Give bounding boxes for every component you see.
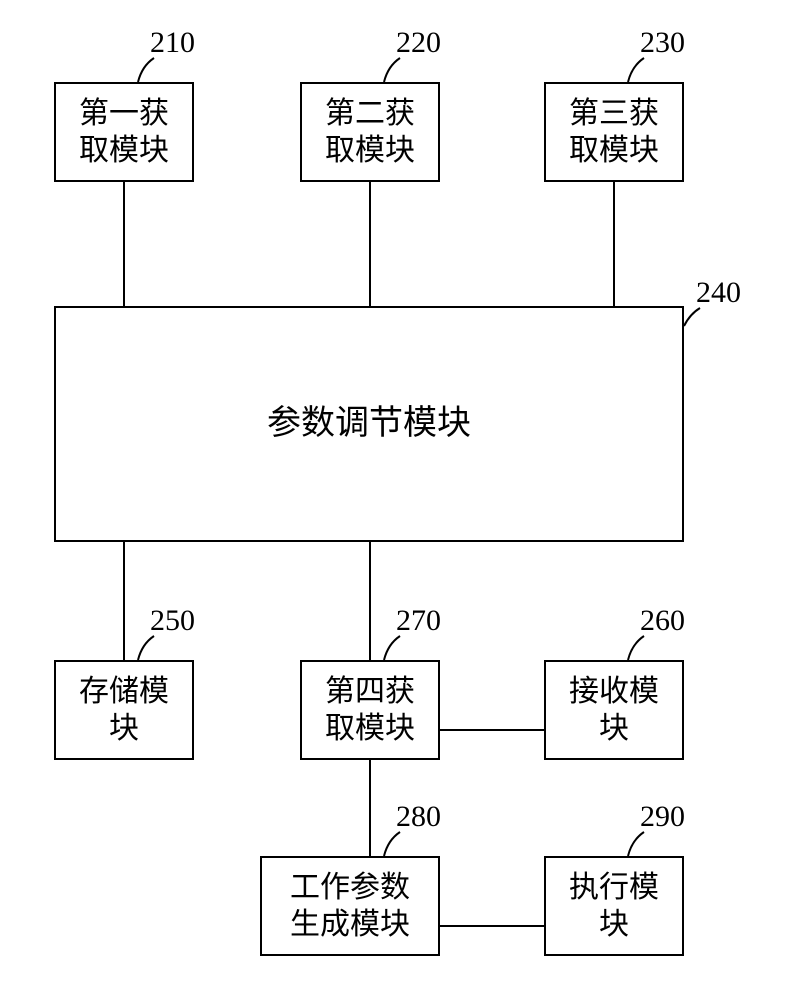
edge-210-240 xyxy=(123,182,125,306)
edge-240-250 xyxy=(123,542,125,660)
edge-270-280 xyxy=(369,760,371,856)
leader-290 xyxy=(0,0,791,1000)
edge-280-290 xyxy=(440,925,544,927)
edge-240-270 xyxy=(369,542,371,660)
edge-220-240 xyxy=(369,182,371,306)
edge-270-260 xyxy=(440,729,544,731)
diagram-canvas: { "type": "block-diagram", "canvas": { "… xyxy=(0,0,791,1000)
edge-230-240 xyxy=(613,182,615,306)
